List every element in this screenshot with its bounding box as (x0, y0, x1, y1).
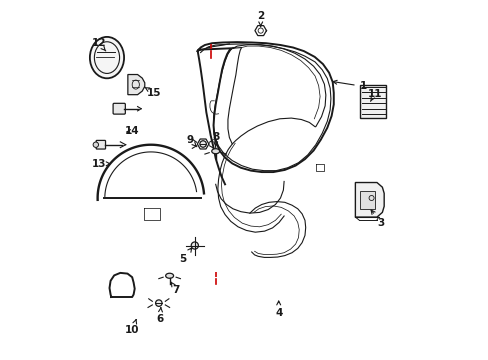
Text: 5: 5 (179, 248, 191, 264)
FancyBboxPatch shape (359, 191, 374, 209)
Text: 11: 11 (367, 89, 381, 102)
Text: 4: 4 (274, 301, 282, 318)
Text: 10: 10 (124, 320, 139, 336)
Text: 2: 2 (257, 11, 264, 27)
Text: 15: 15 (144, 87, 162, 98)
Ellipse shape (90, 37, 124, 78)
Text: 3: 3 (370, 210, 384, 228)
Text: 6: 6 (156, 308, 163, 324)
Text: 9: 9 (186, 135, 197, 147)
Ellipse shape (211, 149, 219, 154)
Ellipse shape (200, 141, 206, 147)
FancyBboxPatch shape (96, 140, 105, 149)
Polygon shape (355, 183, 384, 217)
Text: 14: 14 (124, 126, 139, 136)
Ellipse shape (93, 142, 98, 148)
Text: 1: 1 (332, 80, 366, 91)
Text: 13: 13 (91, 159, 110, 169)
FancyBboxPatch shape (113, 103, 125, 114)
Ellipse shape (191, 242, 198, 249)
Ellipse shape (165, 273, 173, 278)
Text: 7: 7 (171, 282, 180, 295)
FancyBboxPatch shape (360, 85, 386, 118)
Text: 8: 8 (212, 132, 219, 146)
Ellipse shape (155, 300, 162, 306)
Polygon shape (127, 75, 144, 95)
Text: 12: 12 (91, 38, 106, 51)
